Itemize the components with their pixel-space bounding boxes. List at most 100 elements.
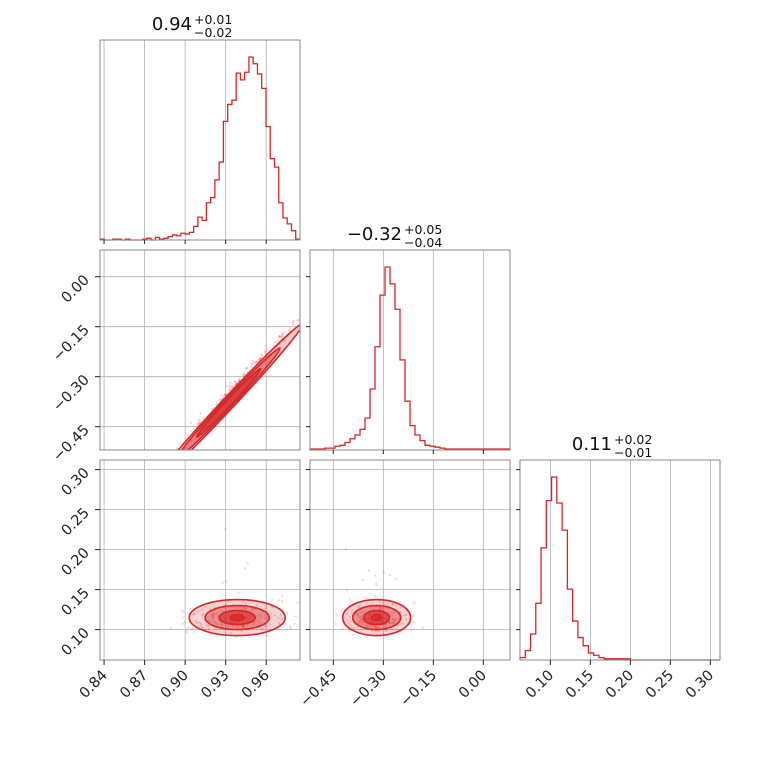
sample-point xyxy=(201,626,204,629)
sample-point xyxy=(291,323,295,326)
sample-point xyxy=(224,393,227,396)
sample-point xyxy=(238,379,241,382)
sample-point xyxy=(241,600,244,604)
sample-point xyxy=(222,610,225,613)
sample-point xyxy=(224,393,227,397)
sample-point xyxy=(363,610,366,613)
sample-point xyxy=(357,614,360,617)
y-tick-label: 0.20 xyxy=(59,545,93,579)
sample-point xyxy=(345,588,348,592)
title-value: −0.32 xyxy=(347,224,402,245)
sample-point xyxy=(343,616,346,619)
sample-point xyxy=(185,631,188,634)
sample-point xyxy=(264,616,267,619)
x-tick-label: 0.15 xyxy=(563,668,597,702)
sample-point xyxy=(253,362,256,365)
sample-point xyxy=(255,360,259,363)
sample-point xyxy=(263,625,266,628)
sample-point xyxy=(394,604,398,608)
sample-point xyxy=(403,614,406,617)
sample-point xyxy=(350,611,353,614)
sample-point xyxy=(402,622,405,625)
sample-point xyxy=(356,613,359,616)
sample-point xyxy=(180,609,184,612)
sample-point xyxy=(201,608,204,611)
sample-point xyxy=(280,335,283,338)
sample-point xyxy=(359,622,362,626)
sample-point xyxy=(270,616,273,619)
sample-point xyxy=(211,617,215,620)
sample-point xyxy=(335,613,338,617)
sample-point xyxy=(189,607,192,611)
sample-point xyxy=(410,628,413,631)
sample-point xyxy=(356,606,360,610)
sample-point xyxy=(278,335,281,339)
sample-point xyxy=(280,332,283,335)
y-tick-label: 0.25 xyxy=(59,505,93,539)
sample-point xyxy=(368,625,372,628)
x-tick-label: −0.45 xyxy=(297,668,340,711)
sample-point xyxy=(254,361,257,364)
sample-point xyxy=(288,327,291,330)
sample-point xyxy=(211,615,214,618)
sample-point xyxy=(278,335,281,338)
sample-point xyxy=(265,623,268,627)
sample-point xyxy=(360,611,363,614)
sample-point xyxy=(196,422,199,425)
sample-point xyxy=(382,571,385,574)
sample-point xyxy=(384,629,388,632)
sample-point xyxy=(351,633,354,637)
sample-point xyxy=(214,621,217,624)
sample-point xyxy=(370,626,373,629)
sample-point xyxy=(244,602,247,606)
sample-point xyxy=(241,625,245,628)
sample-point xyxy=(244,607,248,610)
sample-point xyxy=(187,626,190,630)
sample-point xyxy=(342,608,345,611)
scatter-panel-1-0 xyxy=(153,318,300,457)
sample-point xyxy=(215,622,218,625)
x-tick-label: −0.30 xyxy=(347,668,390,711)
x-tick-label: 0.20 xyxy=(603,668,637,702)
sample-point xyxy=(264,624,267,627)
sample-point xyxy=(230,387,233,390)
sample-point xyxy=(195,621,199,625)
sample-point xyxy=(245,367,248,370)
sample-point xyxy=(199,622,203,625)
y-tick-label: −0.45 xyxy=(50,422,93,465)
sample-point xyxy=(367,569,371,572)
sample-point xyxy=(198,420,202,424)
sample-point xyxy=(259,621,263,624)
sample-point xyxy=(399,611,403,614)
sample-point xyxy=(220,623,223,626)
sample-point xyxy=(209,607,212,610)
sample-point xyxy=(270,598,274,602)
sample-point xyxy=(256,614,260,618)
y-tick-label: 0.10 xyxy=(59,625,93,659)
sample-point xyxy=(250,363,253,366)
sample-point xyxy=(200,626,204,629)
contour-level-3 xyxy=(370,613,383,622)
sample-point xyxy=(170,627,173,630)
sample-point xyxy=(225,580,228,583)
sample-point xyxy=(378,607,381,610)
sample-point xyxy=(377,626,381,630)
sample-point xyxy=(220,394,223,397)
sample-point xyxy=(169,455,171,457)
sample-point xyxy=(279,614,282,617)
sample-point xyxy=(193,438,196,441)
sample-point xyxy=(211,613,214,617)
sample-point xyxy=(241,625,244,628)
sample-point xyxy=(311,576,313,578)
sample-point xyxy=(378,629,381,633)
sample-point xyxy=(346,612,349,615)
y-tick-label: −0.30 xyxy=(50,372,93,415)
parameter-title-1: −0.32 +0.05−0.04 xyxy=(347,222,443,250)
sample-point xyxy=(377,626,380,629)
sample-point xyxy=(392,621,395,624)
sample-point xyxy=(263,614,266,617)
sample-point xyxy=(278,335,281,338)
title-plus: +0.05 xyxy=(404,222,442,237)
sample-point xyxy=(260,615,263,618)
